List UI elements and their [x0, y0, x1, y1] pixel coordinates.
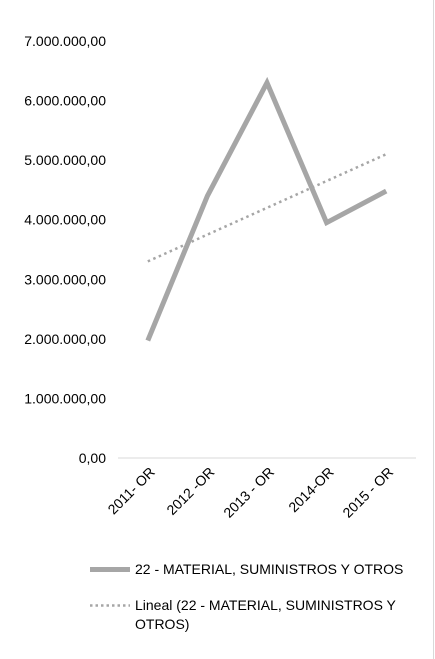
series-layer: [145, 76, 388, 342]
legend-item-series: 22 - MATERIAL, SUMINISTROS Y OTROS: [90, 560, 435, 579]
x-tick-label: 2013 - OR: [220, 464, 277, 521]
y-tick-label: 7.000.000,00: [24, 33, 106, 49]
legend-swatch-dotted: [90, 604, 130, 607]
y-tick-label: 0,00: [79, 450, 106, 466]
x-tick-label: 2014-OR: [285, 464, 336, 515]
legend-label-series: 22 - MATERIAL, SUMINISTROS Y OTROS: [135, 561, 404, 577]
x-tick-label: 2011- OR: [104, 464, 158, 518]
x-tick-label: 2015 - OR: [339, 464, 396, 521]
legend-item-trendline: Lineal (22 - MATERIAL, SUMINISTROS Y OTR…: [90, 596, 425, 634]
y-tick-label: 6.000.000,00: [24, 93, 106, 109]
chart-frame-right-edge: [433, 0, 434, 659]
y-tick-label: 1.000.000,00: [24, 390, 106, 406]
y-tick-label: 4.000.000,00: [24, 212, 106, 228]
legend-swatch-solid: [90, 567, 130, 572]
y-tick-label: 2.000.000,00: [24, 331, 106, 347]
trendline: [147, 153, 387, 263]
y-axis-tick-labels: 0,00 1.000.000,00 2.000.000,00 3.000.000,00…: [24, 33, 106, 466]
x-axis-tick-labels: 2011- OR 2012 -OR 2013 - OR 2014-OR 2015 - O…: [104, 464, 396, 521]
y-tick-label: 5.000.000,00: [24, 152, 106, 168]
y-tick-label: 3.000.000,00: [24, 271, 106, 287]
legend-label-trendline: Lineal (22 - MATERIAL, SUMINISTROS Y OTR…: [135, 597, 396, 632]
x-tick-label: 2012 -OR: [163, 464, 217, 518]
line-chart: 0,00 1.000.000,00 2.000.000,00 3.000.000,00…: [24, 33, 416, 521]
series-line: [145, 76, 388, 342]
